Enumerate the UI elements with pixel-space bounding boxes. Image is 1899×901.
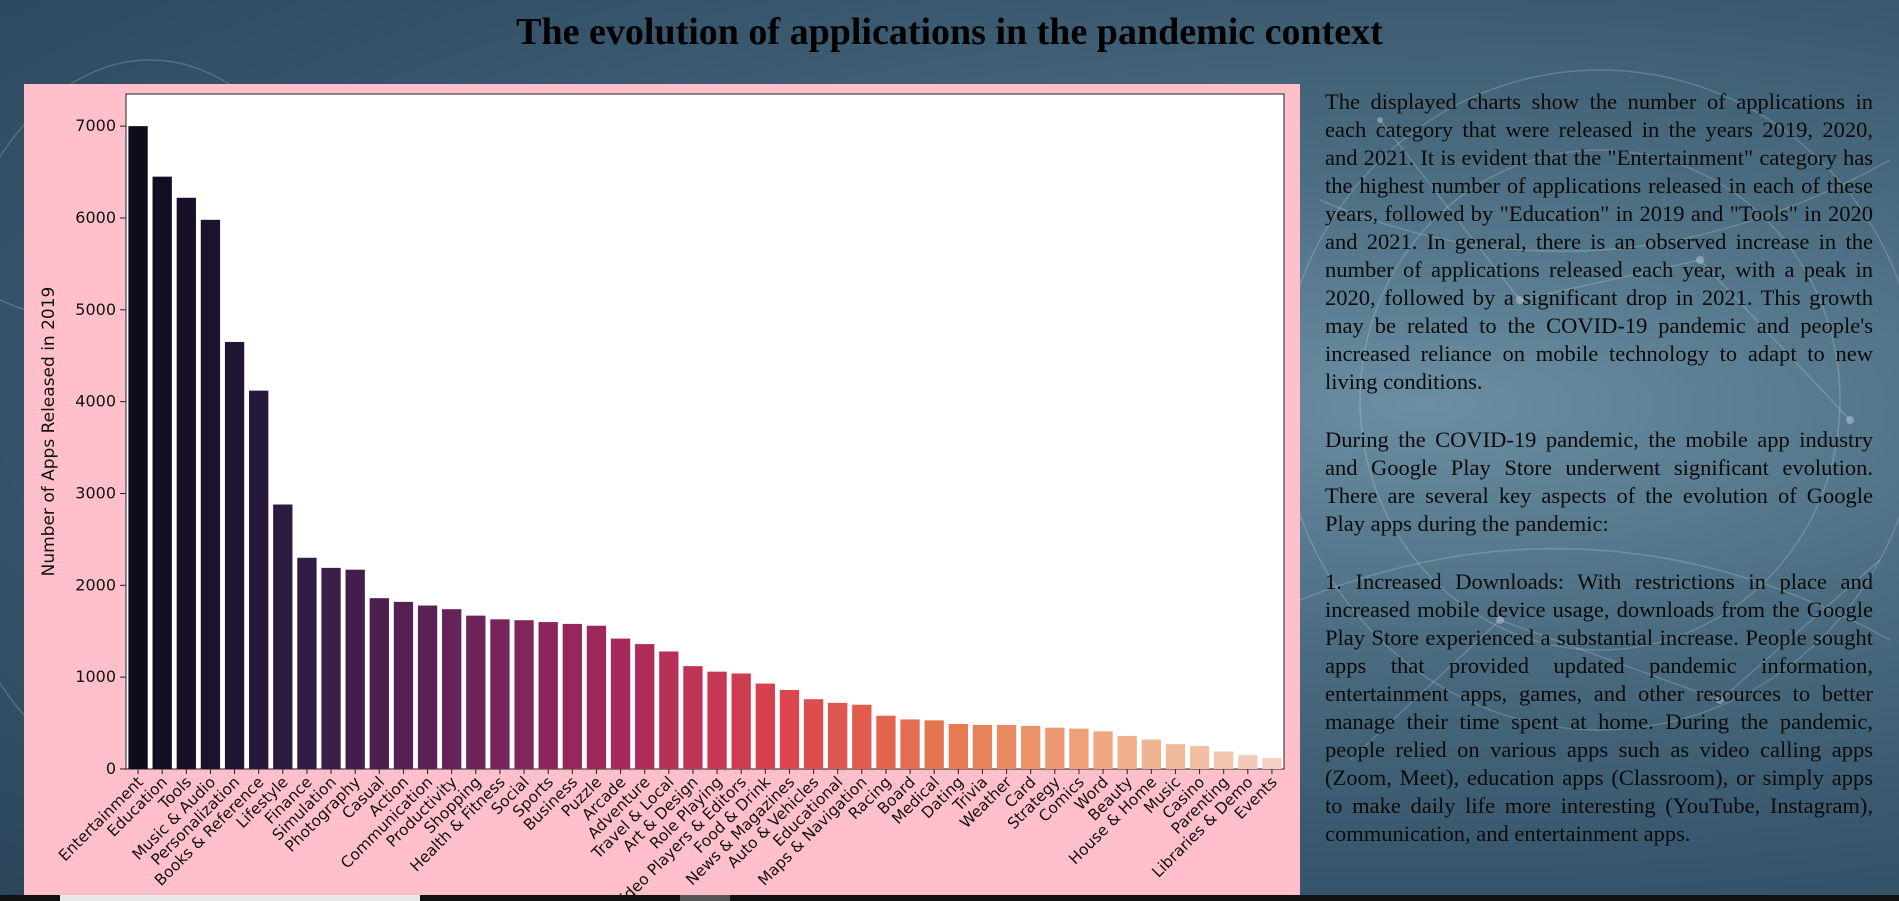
y-tick-label: 3000 xyxy=(75,483,116,502)
bar-food-drink xyxy=(755,683,775,769)
bar-weather xyxy=(996,724,1017,769)
y-tick-label: 6000 xyxy=(75,208,116,227)
bar-communication xyxy=(417,605,438,769)
bar-simulation xyxy=(321,567,341,769)
bar-sports xyxy=(538,622,558,769)
description-paragraph-1: The displayed charts show the number of … xyxy=(1325,89,1873,394)
bar-house-home xyxy=(1141,739,1161,769)
bar-racing xyxy=(876,715,896,769)
bar-shopping xyxy=(466,615,486,769)
bar-productivity xyxy=(442,609,462,769)
bar-education xyxy=(152,176,172,769)
bar-arcade xyxy=(610,638,631,769)
description-paragraph-3: 1. Increased Downloads: With restriction… xyxy=(1325,569,1873,846)
bottom-scrollbar[interactable] xyxy=(0,895,1899,901)
plot-area xyxy=(125,93,1285,770)
bar-maps-navigation xyxy=(852,704,872,769)
bar-puzzle xyxy=(586,625,607,769)
bar-word xyxy=(1093,731,1113,769)
y-tick-label: 0 xyxy=(106,759,116,778)
bar-strategy xyxy=(1045,727,1065,769)
bar-video-players-editors xyxy=(731,673,751,769)
y-axis-label: Number of Apps Released in 2019 xyxy=(39,287,59,577)
bar-dating xyxy=(948,724,968,769)
bar-trivia xyxy=(972,724,993,769)
y-tick-label: 7000 xyxy=(75,116,116,135)
bar-photography xyxy=(345,569,365,769)
bar-entertainment xyxy=(128,126,148,770)
y-tick-label: 2000 xyxy=(75,575,116,594)
bar-personalization xyxy=(224,341,245,769)
bar-travel-local xyxy=(659,651,679,769)
bar-art-design xyxy=(683,666,703,769)
description-paragraph-2: During the COVID-19 pandemic, the mobile… xyxy=(1325,427,1873,536)
bar-action xyxy=(393,601,414,769)
page-title: The evolution of applications in the pan… xyxy=(516,11,1383,53)
bar-role-playing xyxy=(707,671,727,769)
bar-parenting xyxy=(1214,751,1234,769)
bar-board xyxy=(900,719,920,769)
bar-casual xyxy=(369,598,389,769)
y-tick-label: 5000 xyxy=(75,300,116,319)
bar-beauty xyxy=(1117,735,1137,769)
description-panel: The displayed charts show the number of … xyxy=(1325,88,1873,901)
scrollbar-thumb[interactable] xyxy=(60,895,420,901)
bar-business xyxy=(562,623,582,769)
bar-libraries-demo xyxy=(1238,755,1258,769)
bar-news-magazines xyxy=(779,690,800,769)
bar-comics xyxy=(1069,728,1089,769)
y-tick-label: 1000 xyxy=(75,667,116,686)
bar-finance xyxy=(297,557,317,769)
bar-social xyxy=(514,620,534,769)
bar-educational xyxy=(828,702,848,769)
bar-casino xyxy=(1189,746,1210,769)
bar-lifestyle xyxy=(273,504,293,769)
bar-adventure xyxy=(635,644,655,769)
bar-tools xyxy=(176,197,196,769)
bar-auto-vehicles xyxy=(803,699,824,769)
bar-medical xyxy=(924,720,944,769)
chart-panel: 0 1000 2000 3000 4000 5000 6000 7000 Entertainme… xyxy=(24,84,1300,901)
y-tick-label: 4000 xyxy=(75,392,116,411)
bar-health-fitness xyxy=(490,619,510,769)
bar-events xyxy=(1262,757,1282,769)
bar-music xyxy=(1165,744,1186,769)
bar-books-reference xyxy=(249,390,269,769)
scrollbar-marker xyxy=(680,895,730,901)
bar-music-audio xyxy=(200,219,221,769)
bar-chart: 01000200030004000500060007000Entertainme… xyxy=(39,93,1285,901)
bar-card xyxy=(1021,725,1041,769)
